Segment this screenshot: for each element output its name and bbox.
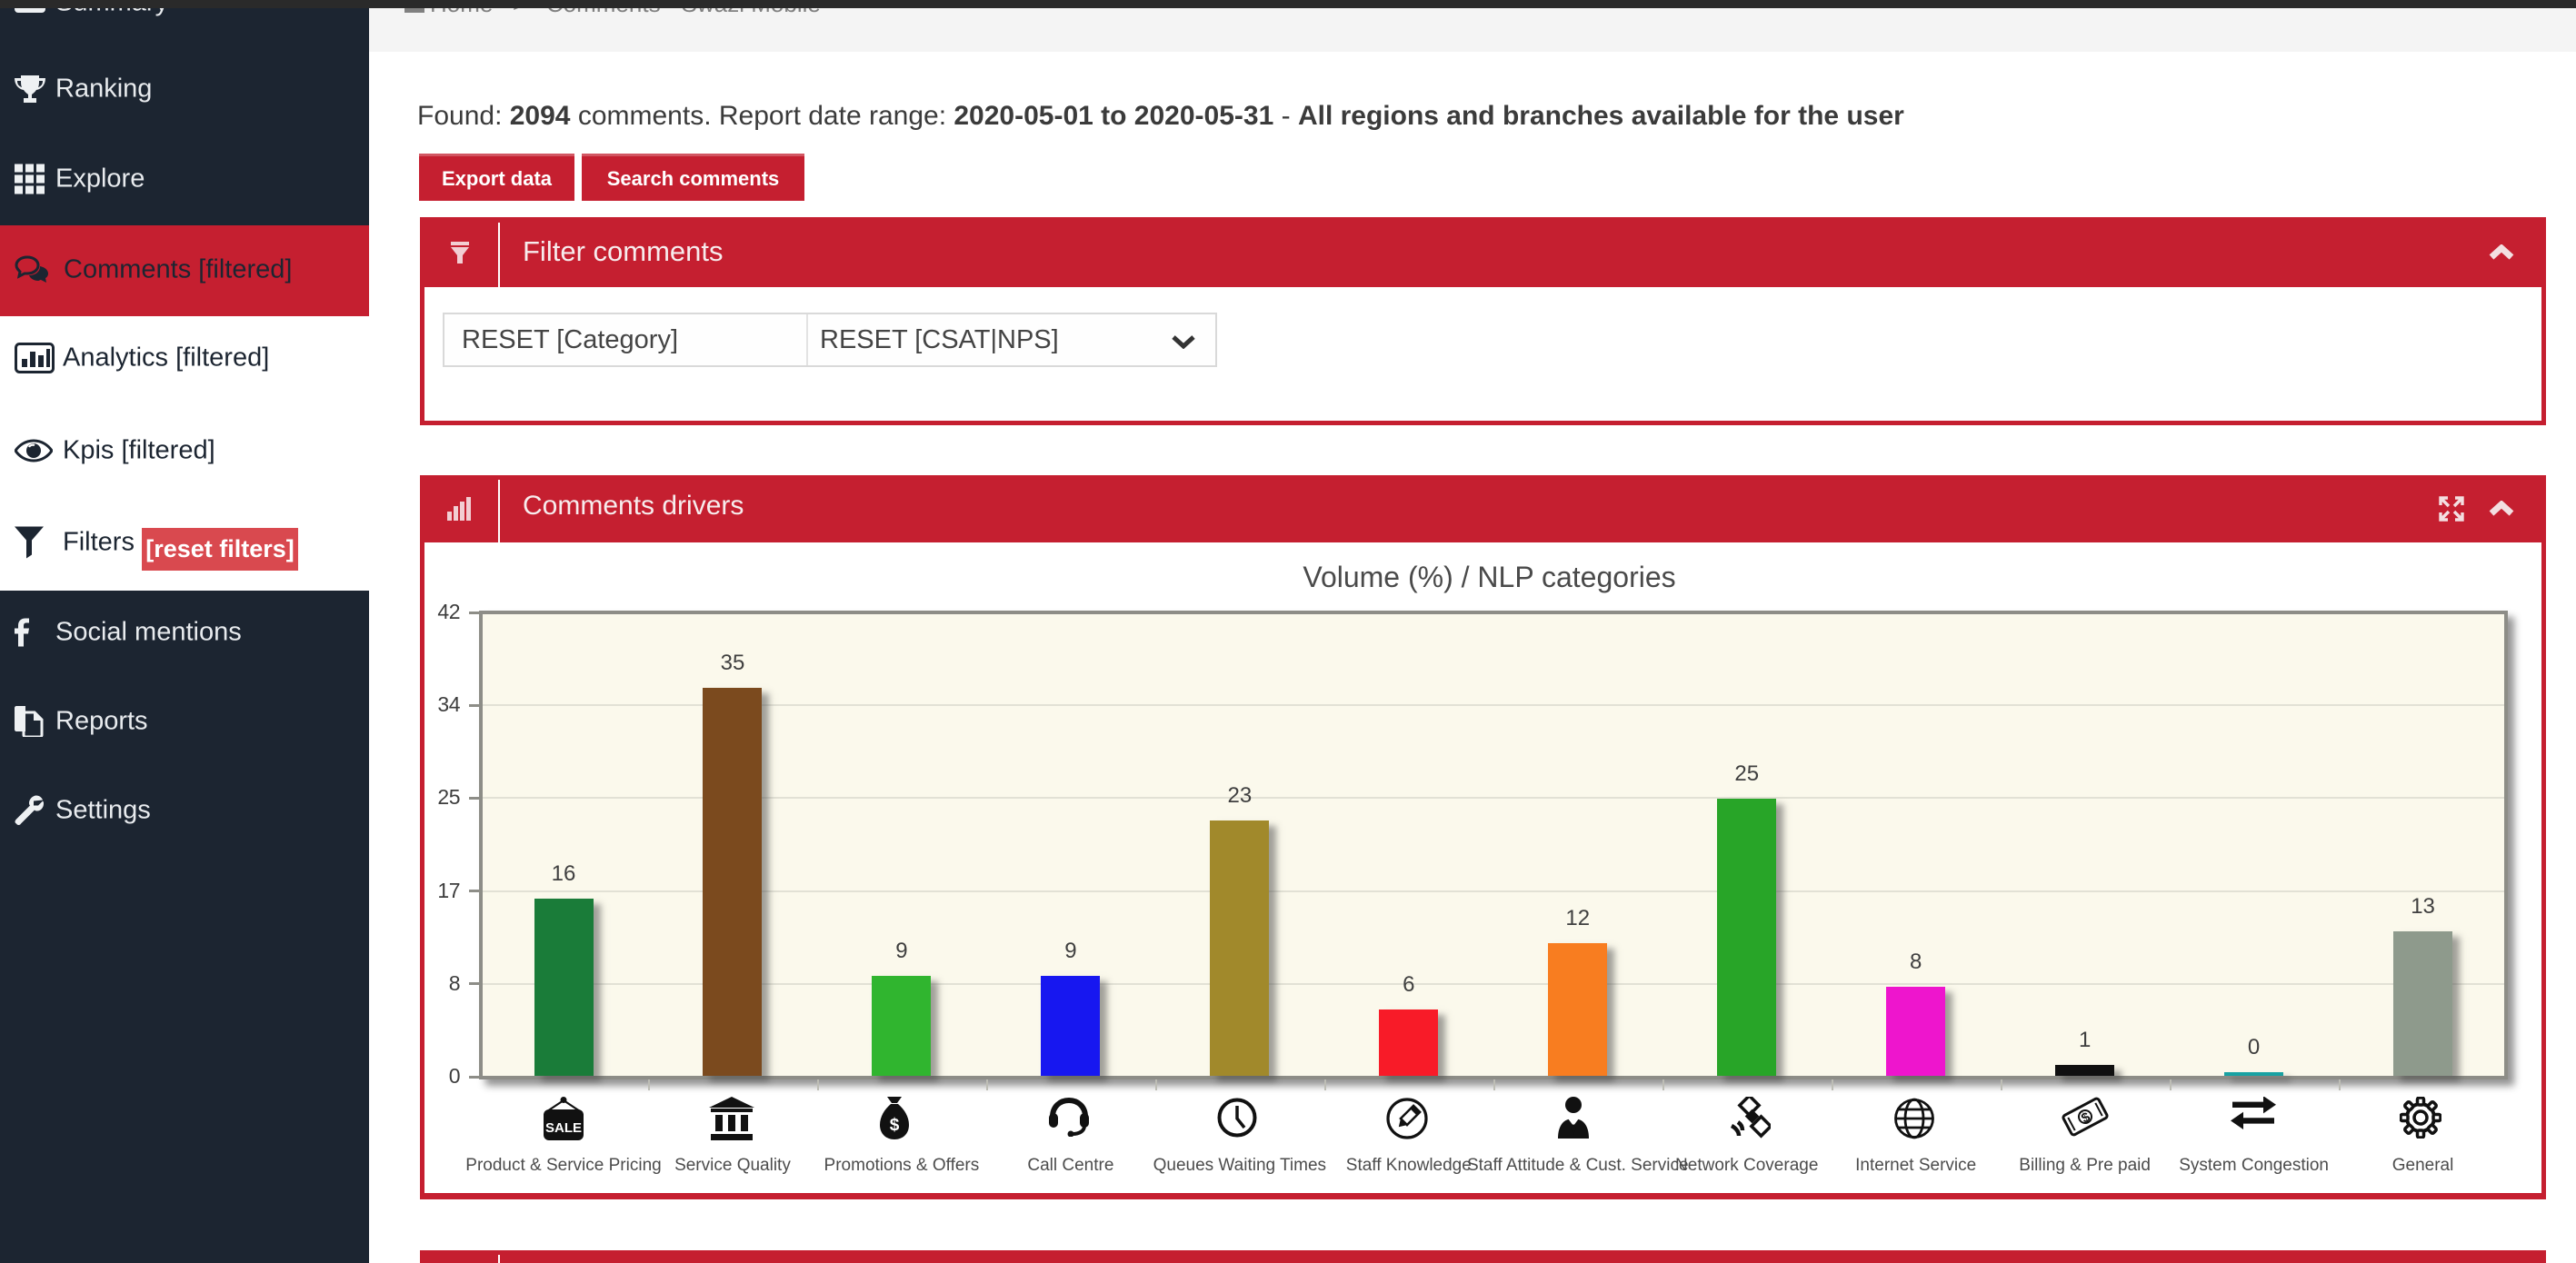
svg-text:SALE: SALE <box>545 1120 582 1136</box>
svg-text:$: $ <box>890 1116 900 1135</box>
